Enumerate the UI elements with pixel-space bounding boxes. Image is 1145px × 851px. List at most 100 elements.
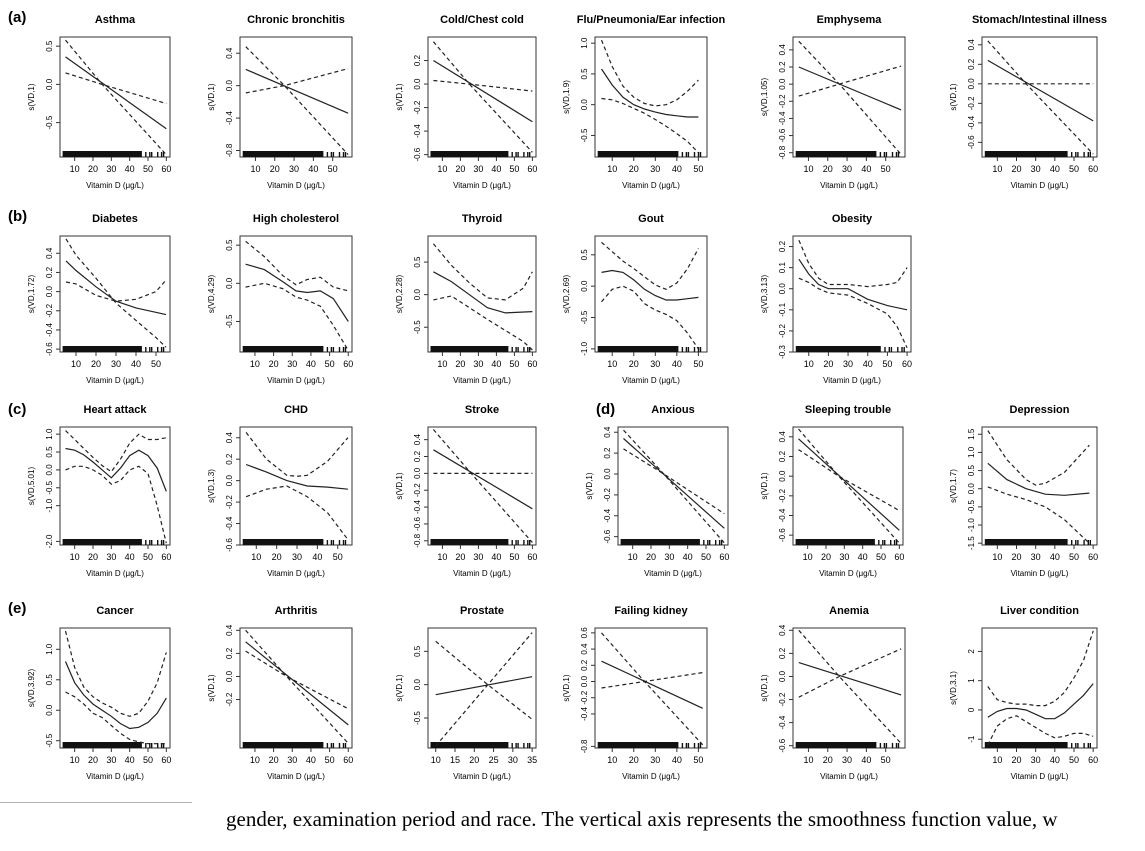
y-tick-label: 0.0 [967, 483, 976, 495]
x-tick-label: 50 [693, 359, 703, 369]
smooth-fit-line [433, 59, 533, 123]
y-tick-label: 0.2 [580, 659, 589, 671]
y-tick-label: -0.8 [413, 533, 422, 547]
x-tick-label: 30 [473, 164, 483, 174]
ci-upper-line [987, 430, 1090, 486]
y-tick-label: 0.4 [580, 643, 589, 655]
y-tick-label: 0.1 [778, 262, 787, 274]
x-tick-label: 40 [1050, 552, 1060, 562]
x-tick-label: 60 [902, 359, 912, 369]
y-tick-label: -0.1 [778, 302, 787, 316]
panel-letter: (c) [8, 401, 26, 418]
y-tick-label: -1.5 [967, 536, 976, 550]
panel-17: Depression 10 20 30 40 50 60 -1.5 -1.0 -0.5 0.0 0.5… [949, 404, 1098, 578]
panel-11: Obesity 10 20 30 40 50 60 -0.3 -0.2 -0.1 0.0 0.1 0.2… [760, 213, 912, 385]
y-tick-label: 0.5 [225, 239, 234, 251]
x-tick-label: 60 [343, 755, 353, 765]
x-tick-label: 40 [861, 755, 871, 765]
x-tick-label: 10 [607, 359, 617, 369]
x-tick-label: 20 [629, 755, 639, 765]
panel-title: Thyroid [462, 213, 502, 225]
y-tick-label: 0.0 [778, 470, 787, 482]
x-tick-label: 50 [509, 359, 519, 369]
x-tick-label: 10 [431, 755, 441, 765]
ci-lower-line [600, 39, 699, 107]
y-axis-label: s(VD,1.9) [562, 80, 571, 114]
x-axis-label: Vitamin D (μg/L) [267, 376, 325, 385]
y-tick-label: -0.6 [413, 147, 422, 161]
x-tick-label: 40 [672, 755, 682, 765]
smooth-fit-line [245, 463, 348, 490]
x-tick-label: 20 [269, 755, 279, 765]
y-tick-label: -0.5 [413, 320, 422, 334]
y-tick-label: -0.2 [225, 692, 234, 706]
y-tick-label: 0.2 [225, 647, 234, 659]
x-tick-label: 10 [992, 164, 1002, 174]
y-tick-label: -0.2 [778, 94, 787, 108]
x-tick-label: 50 [701, 552, 711, 562]
y-tick-label: -0.6 [778, 128, 787, 142]
y-tick-label: 0.4 [413, 434, 422, 446]
rug-marks [597, 346, 702, 352]
smooth-fit-line [987, 683, 1094, 720]
y-tick-label: -0.6 [225, 538, 234, 552]
ci-upper-line [601, 672, 703, 689]
panel-15: (d) Anxious 10 20 30 40 50 60 -0.6 -0.4 -0.2 0.0 0.2… [585, 401, 729, 578]
y-tick-label: 0.0 [225, 670, 234, 682]
x-tick-label: 20 [455, 164, 465, 174]
rug-marks [620, 539, 723, 545]
ci-upper-line [245, 68, 349, 94]
x-axis-label: Vitamin D (μg/L) [823, 376, 881, 385]
x-tick-label: 40 [672, 359, 682, 369]
ci-lower-line [987, 715, 1094, 746]
y-tick-label: 1.0 [580, 37, 589, 49]
x-tick-label: 20 [1011, 552, 1021, 562]
ci-lower-line [432, 429, 533, 543]
y-axis-label: s(VD,1) [395, 83, 404, 110]
y-tick-label: 0.5 [413, 256, 422, 268]
ci-lower-line [65, 465, 167, 544]
ci-lower-line [64, 630, 167, 717]
ci-lower-line [623, 429, 725, 544]
y-tick-label: 0.4 [225, 432, 234, 444]
x-tick-label: 60 [719, 552, 729, 562]
x-tick-label: 40 [672, 164, 682, 174]
panel-title: Obesity [832, 213, 873, 225]
x-tick-label: 35 [527, 755, 537, 765]
y-tick-label: -0.2 [967, 96, 976, 110]
y-tick-label: 0.0 [45, 464, 54, 476]
ci-lower-line [245, 629, 349, 744]
x-tick-label: 40 [683, 552, 693, 562]
y-tick-label: -0.4 [413, 500, 422, 514]
x-tick-label: 60 [1088, 755, 1098, 765]
y-axis-label: s(VD,4.29) [207, 275, 216, 314]
plot-frame [594, 36, 708, 158]
y-tick-label: 0.0 [225, 277, 234, 289]
panel-letter: (e) [8, 600, 26, 617]
x-tick-label: 30 [287, 359, 297, 369]
y-axis-label: s(VD,1.05) [760, 78, 769, 117]
x-tick-label: 30 [664, 552, 674, 562]
x-tick-label: 30 [289, 164, 299, 174]
ci-upper-line [245, 650, 349, 710]
plot-frame [792, 36, 906, 158]
y-tick-label: 0.0 [225, 80, 234, 92]
smooth-fit-line [987, 59, 1094, 122]
panel-13: CHD 10 20 30 40 50 -0.6 -0.4 -0.2 0.0 0.2 0.4 s(VD,1… [207, 404, 353, 578]
y-axis-label: s(VD,2.28) [395, 275, 404, 314]
smooth-fit-line [245, 263, 349, 322]
rug-marks [62, 151, 165, 157]
x-tick-label: 60 [161, 755, 171, 765]
x-tick-label: 50 [333, 552, 343, 562]
x-tick-label: 10 [992, 552, 1002, 562]
x-tick-label: 60 [894, 552, 904, 562]
x-tick-label: 40 [312, 552, 322, 562]
x-tick-label: 50 [881, 755, 891, 765]
y-tick-label: 0.4 [967, 39, 976, 51]
x-tick-label: 30 [106, 755, 116, 765]
x-tick-label: 60 [1088, 552, 1098, 562]
rug-marks [62, 539, 165, 545]
y-axis-label: s(VD,1) [27, 83, 36, 110]
ci-upper-line [623, 448, 725, 515]
x-tick-label: 40 [1050, 755, 1060, 765]
